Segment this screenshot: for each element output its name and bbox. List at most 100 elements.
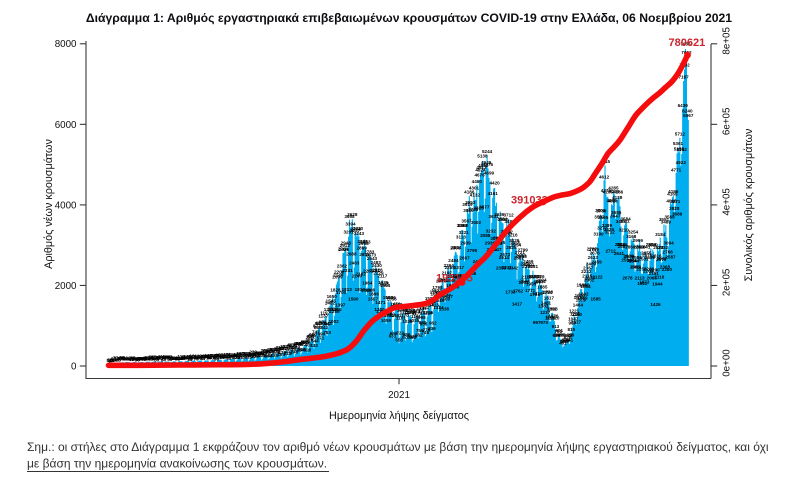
- svg-text:2094: 2094: [527, 275, 538, 280]
- svg-text:2653: 2653: [516, 253, 527, 258]
- svg-text:141: 141: [198, 354, 206, 359]
- svg-text:361: 361: [281, 346, 289, 351]
- svg-text:1197: 1197: [320, 310, 330, 315]
- svg-text:127: 127: [191, 355, 199, 360]
- svg-text:5244: 5244: [482, 149, 493, 154]
- svg-text:97: 97: [126, 357, 132, 362]
- svg-text:81: 81: [181, 356, 187, 361]
- svg-text:160: 160: [217, 353, 225, 358]
- svg-text:131: 131: [189, 354, 197, 359]
- svg-text:244: 244: [255, 350, 263, 355]
- svg-text:4285: 4285: [608, 186, 619, 191]
- svg-text:111: 111: [169, 356, 177, 361]
- svg-text:389: 389: [292, 345, 300, 350]
- svg-text:1426: 1426: [650, 302, 661, 307]
- svg-text:1769: 1769: [361, 288, 372, 293]
- svg-text:1101: 1101: [396, 315, 406, 320]
- svg-text:2673: 2673: [366, 252, 377, 257]
- svg-text:4460: 4460: [472, 179, 483, 184]
- svg-text:3310: 3310: [353, 226, 364, 231]
- svg-text:1696: 1696: [369, 292, 380, 297]
- svg-text:4301: 4301: [469, 185, 480, 190]
- svg-text:91: 91: [143, 356, 149, 361]
- svg-text:69: 69: [112, 358, 118, 363]
- svg-text:111: 111: [158, 354, 166, 359]
- svg-text:1413: 1413: [429, 303, 440, 308]
- svg-text:4852: 4852: [478, 163, 489, 168]
- svg-text:109: 109: [164, 355, 172, 360]
- svg-text:με βάση την ημερομηνία ανακοίν: με βάση την ημερομηνία ανακοίνωσης των κ…: [27, 457, 327, 471]
- svg-text:66: 66: [154, 357, 160, 362]
- svg-text:2933: 2933: [485, 241, 496, 246]
- svg-text:6439: 6439: [678, 103, 689, 108]
- svg-text:2531: 2531: [638, 257, 649, 262]
- svg-text:433: 433: [310, 343, 318, 348]
- svg-text:112: 112: [172, 356, 180, 361]
- svg-text:104: 104: [144, 355, 152, 360]
- svg-text:1304: 1304: [328, 307, 339, 312]
- svg-text:1482: 1482: [325, 300, 336, 305]
- svg-text:815: 815: [567, 327, 575, 332]
- svg-text:1585: 1585: [383, 295, 394, 300]
- svg-text:67: 67: [174, 356, 180, 361]
- svg-text:370: 370: [282, 346, 290, 351]
- svg-text:1762: 1762: [513, 289, 524, 294]
- svg-text:555: 555: [562, 338, 570, 343]
- svg-text:5262: 5262: [677, 147, 688, 152]
- svg-text:141: 141: [203, 354, 211, 359]
- svg-text:263: 263: [263, 349, 271, 354]
- svg-text:1806: 1806: [365, 288, 376, 293]
- svg-text:2162: 2162: [356, 271, 367, 276]
- svg-text:93: 93: [136, 357, 142, 362]
- svg-text:3551: 3551: [659, 217, 670, 222]
- svg-text:4e+05: 4e+05: [722, 188, 733, 216]
- svg-text:162: 162: [252, 353, 260, 358]
- svg-text:696: 696: [318, 332, 326, 337]
- svg-text:658: 658: [567, 332, 575, 337]
- svg-text:3190: 3190: [593, 231, 604, 236]
- svg-text:3210: 3210: [619, 228, 630, 233]
- svg-text:108: 108: [231, 355, 239, 360]
- svg-text:2409: 2409: [586, 262, 597, 267]
- svg-text:75: 75: [187, 357, 193, 362]
- svg-text:3168: 3168: [626, 234, 637, 239]
- svg-text:801: 801: [555, 328, 563, 333]
- svg-text:100: 100: [206, 356, 214, 361]
- svg-text:631: 631: [389, 333, 397, 338]
- svg-text:173: 173: [228, 353, 236, 358]
- svg-text:3216: 3216: [507, 233, 518, 238]
- svg-text:230: 230: [249, 350, 257, 355]
- svg-text:134: 134: [196, 355, 204, 360]
- svg-text:75: 75: [155, 356, 161, 361]
- svg-text:2866: 2866: [450, 245, 461, 250]
- svg-text:135: 135: [195, 354, 203, 359]
- svg-text:1961: 1961: [518, 280, 529, 285]
- svg-text:2031: 2031: [438, 278, 449, 283]
- svg-text:1464: 1464: [573, 302, 584, 307]
- svg-text:3511: 3511: [620, 219, 630, 224]
- svg-text:175: 175: [231, 353, 239, 358]
- svg-text:4186: 4186: [464, 190, 475, 195]
- svg-text:182: 182: [235, 353, 243, 358]
- svg-text:1940: 1940: [579, 283, 590, 288]
- svg-text:223: 223: [250, 350, 258, 355]
- svg-text:117: 117: [176, 356, 184, 361]
- svg-text:2904: 2904: [615, 242, 626, 247]
- svg-text:113: 113: [238, 355, 246, 360]
- svg-text:4949: 4949: [481, 160, 492, 165]
- svg-text:3272: 3272: [597, 226, 608, 231]
- svg-text:2394: 2394: [444, 263, 455, 268]
- svg-text:1291: 1291: [324, 307, 335, 312]
- svg-text:2070: 2070: [585, 276, 596, 281]
- svg-text:2607: 2607: [657, 256, 668, 261]
- svg-text:997: 997: [533, 320, 541, 325]
- svg-text:57: 57: [107, 357, 113, 362]
- svg-text:2061: 2061: [584, 278, 595, 283]
- svg-text:8e+05: 8e+05: [722, 26, 733, 54]
- svg-text:1955: 1955: [526, 282, 537, 287]
- svg-text:4876: 4876: [483, 162, 494, 167]
- svg-text:2291: 2291: [370, 268, 381, 273]
- svg-text:2834: 2834: [451, 245, 462, 250]
- svg-text:3568: 3568: [664, 215, 675, 220]
- svg-text:753: 753: [323, 330, 331, 335]
